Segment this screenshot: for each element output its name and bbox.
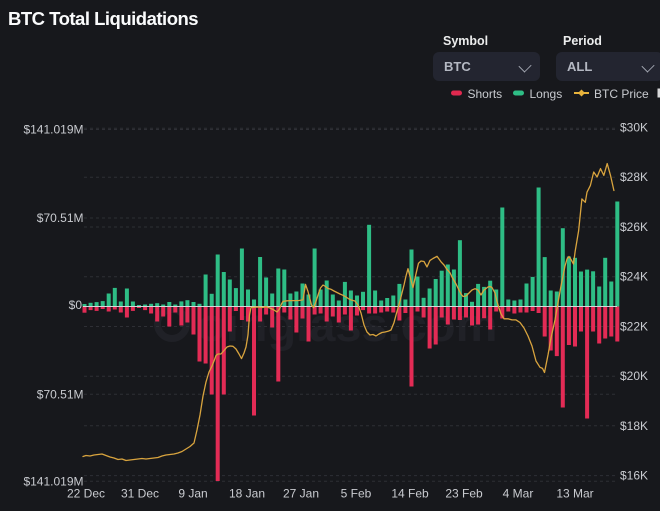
svg-text:$30K: $30K bbox=[620, 120, 648, 134]
svg-text:18 Jan: 18 Jan bbox=[229, 487, 265, 501]
svg-text:27 Jan: 27 Jan bbox=[283, 487, 319, 501]
svg-text:$16K: $16K bbox=[620, 469, 648, 483]
svg-text:4 Mar: 4 Mar bbox=[503, 487, 534, 501]
svg-text:9 Jan: 9 Jan bbox=[178, 487, 207, 501]
svg-text:14 Feb: 14 Feb bbox=[391, 487, 429, 501]
svg-text:$24K: $24K bbox=[620, 270, 648, 284]
svg-text:$22K: $22K bbox=[620, 320, 648, 334]
svg-text:$20K: $20K bbox=[620, 369, 648, 383]
svg-text:31 Dec: 31 Dec bbox=[121, 487, 159, 501]
svg-text:$70.51M: $70.51M bbox=[37, 211, 84, 225]
svg-text:$18K: $18K bbox=[620, 419, 648, 433]
svg-text:13 Mar: 13 Mar bbox=[556, 487, 593, 501]
svg-text:$141.019M: $141.019M bbox=[23, 474, 83, 488]
svg-text:$70.51M: $70.51M bbox=[37, 387, 84, 401]
svg-text:$0: $0 bbox=[69, 298, 83, 312]
svg-text:22 Dec: 22 Dec bbox=[67, 487, 105, 501]
svg-text:BTC Price: BTC Price bbox=[594, 87, 649, 101]
svg-text:Shorts: Shorts bbox=[468, 87, 503, 101]
svg-text:23 Feb: 23 Feb bbox=[445, 487, 483, 501]
svg-text:$28K: $28K bbox=[620, 170, 648, 184]
svg-text:5 Feb: 5 Feb bbox=[341, 487, 372, 501]
svg-text:Longs: Longs bbox=[530, 87, 563, 101]
svg-text:$141.019M: $141.019M bbox=[23, 123, 83, 137]
svg-text:$26K: $26K bbox=[620, 220, 648, 234]
